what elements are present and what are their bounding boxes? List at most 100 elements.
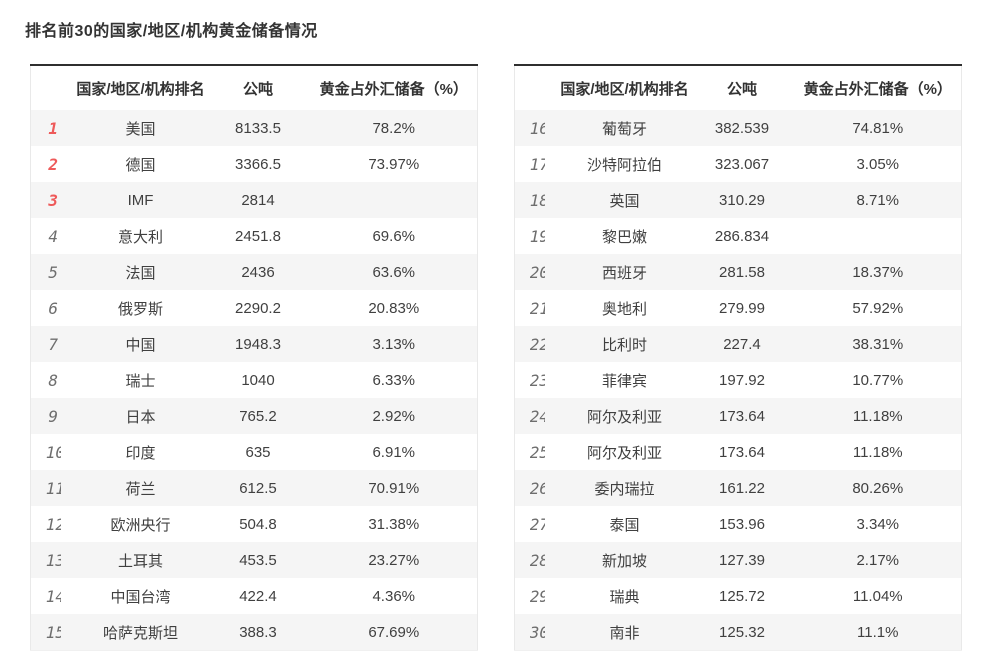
- country-cell: 委内瑞拉: [594, 480, 655, 498]
- tonnes-cell: 286.834: [714, 227, 770, 245]
- rank-cell: 5: [31, 254, 76, 290]
- percent-cell: 23.27%: [368, 551, 420, 569]
- rank-cell: 23: [515, 362, 560, 398]
- country-cell: 比利时: [601, 336, 647, 354]
- rank-cell: 6: [31, 290, 76, 326]
- rank-cell: 9: [31, 398, 76, 434]
- percent-cell: 2.92%: [372, 407, 416, 425]
- rank-cell: 13: [31, 542, 76, 578]
- percent-cell: [795, 218, 962, 254]
- tonnes-cell: 765.2: [239, 407, 277, 425]
- rank-number: 2: [48, 156, 59, 173]
- table-row: 4 意大利 2451.8 69.6%: [30, 218, 478, 254]
- table-row: 18 英国 310.29 8.71%: [514, 182, 962, 218]
- column-header-percent: 黄金占外汇储备（%）: [310, 65, 478, 110]
- table-row: 26 委内瑞拉 161.22 80.26%: [514, 470, 962, 506]
- rank-cell: 4: [31, 218, 76, 254]
- column-header-name: 国家/地区/机构排名: [559, 65, 690, 110]
- gold-table-rank-1-15: 国家/地区/机构排名 公吨 黄金占外汇储备（%） 1 美国 8133.5 78.2% 2…: [30, 64, 478, 651]
- table-row: 10 印度 635 6.91%: [30, 434, 478, 470]
- rank-cell: 22: [515, 326, 560, 362]
- country-cell: 新加坡: [601, 552, 647, 570]
- tonnes-cell: 2436: [241, 263, 275, 281]
- country-cell: 阿尔及利亚: [586, 444, 662, 462]
- percent-cell: 57.92%: [852, 299, 904, 317]
- rank-number: 8: [48, 372, 59, 389]
- percent-cell: [311, 182, 478, 218]
- tonnes-cell: 612.5: [239, 479, 277, 497]
- percent-cell: 67.69%: [368, 623, 420, 641]
- tonnes-cell: 281.58: [719, 263, 765, 281]
- tonnes-cell: 635: [245, 443, 271, 461]
- tonnes-cell: 161.22: [719, 479, 765, 497]
- rank-number: 9: [48, 408, 59, 425]
- tonnes-cell: 310.29: [719, 191, 765, 209]
- rank-cell: 27: [515, 506, 560, 542]
- percent-cell: 38.31%: [852, 335, 904, 353]
- table-row: 16 葡萄牙 382.539 74.81%: [514, 110, 962, 146]
- rank-number: 22: [529, 336, 545, 353]
- rank-number: 10: [45, 444, 61, 461]
- country-cell: 南非: [609, 624, 640, 642]
- tonnes-cell: 323.067: [714, 155, 770, 173]
- tonnes-cell: 153.96: [719, 515, 765, 533]
- tonnes-cell: 173.64: [719, 443, 765, 461]
- table-row: 1 美国 8133.5 78.2%: [30, 110, 478, 146]
- rank-number: 3: [48, 192, 59, 209]
- percent-cell: 3.05%: [856, 155, 900, 173]
- rank-number: 29: [529, 588, 545, 605]
- country-cell: 英国: [609, 192, 640, 210]
- country-cell: 意大利: [117, 228, 163, 246]
- rank-number: 1: [48, 120, 59, 137]
- rank-cell: 18: [515, 182, 560, 218]
- rank-number: 17: [529, 156, 545, 173]
- column-header-name: 国家/地区/机构排名: [75, 65, 206, 110]
- rank-cell: 8: [31, 362, 76, 398]
- country-cell: 日本: [125, 408, 156, 426]
- table-row: 29 瑞典 125.72 11.04%: [514, 578, 962, 614]
- table-row: 28 新加坡 127.39 2.17%: [514, 542, 962, 578]
- table-row: 19 黎巴嫩 286.834: [514, 218, 962, 254]
- percent-cell: 11.18%: [852, 407, 903, 425]
- table-row: 17 沙特阿拉伯 323.067 3.05%: [514, 146, 962, 182]
- page-title: 排名前30的国家/地区/机构黄金储备情况: [25, 23, 318, 40]
- percent-cell: 2.17%: [856, 551, 900, 569]
- percent-cell: 18.37%: [852, 263, 904, 281]
- rank-number: 27: [529, 516, 545, 533]
- tonnes-cell: 127.39: [719, 551, 765, 569]
- tonnes-cell: 2814: [241, 191, 275, 209]
- percent-cell: 80.26%: [852, 479, 904, 497]
- rank-number: 14: [45, 588, 61, 605]
- rank-number: 26: [529, 480, 545, 497]
- percent-cell: 73.97%: [368, 155, 420, 173]
- rank-cell: 7: [31, 326, 76, 362]
- country-cell: 西班牙: [601, 264, 647, 282]
- rank-number: 11: [45, 480, 61, 497]
- percent-cell: 6.91%: [372, 443, 416, 461]
- rank-cell: 12: [31, 506, 76, 542]
- percent-cell: 20.83%: [368, 299, 420, 317]
- gold-reserve-tables: 国家/地区/机构排名 公吨 黄金占外汇储备（%） 1 美国 8133.5 78.2% 2…: [30, 64, 962, 651]
- rank-cell: 21: [515, 290, 560, 326]
- country-cell: 瑞士: [125, 372, 156, 390]
- table-row: 22 比利时 227.4 38.31%: [514, 326, 962, 362]
- table-row: 6 俄罗斯 2290.2 20.83%: [30, 290, 478, 326]
- tonnes-cell: 8133.5: [235, 119, 281, 137]
- country-cell: 菲律宾: [601, 372, 647, 390]
- column-header-percent: 黄金占外汇储备（%）: [794, 65, 962, 110]
- rank-cell: 20: [515, 254, 560, 290]
- column-header-rank: [30, 65, 76, 110]
- country-cell: 中国台湾: [110, 588, 171, 606]
- table-row: 7 中国 1948.3 3.13%: [30, 326, 478, 362]
- table-row: 15 哈萨克斯坦 388.3 67.69%: [30, 614, 478, 651]
- table-body: 1 美国 8133.5 78.2% 2 德国 3366.5 73.97% 3 IMF 2814 4 意大…: [30, 110, 478, 651]
- rank-number: 28: [529, 552, 545, 569]
- rank-cell: 3: [31, 182, 76, 218]
- rank-cell: 26: [515, 470, 560, 506]
- table-row: 24 阿尔及利亚 173.64 11.18%: [514, 398, 962, 434]
- rank-cell: 2: [31, 146, 76, 182]
- table-row: 30 南非 125.32 11.1%: [514, 614, 962, 651]
- percent-cell: 31.38%: [368, 515, 420, 533]
- column-header-tonnes: 公吨: [205, 65, 311, 110]
- percent-cell: 11.04%: [852, 587, 903, 605]
